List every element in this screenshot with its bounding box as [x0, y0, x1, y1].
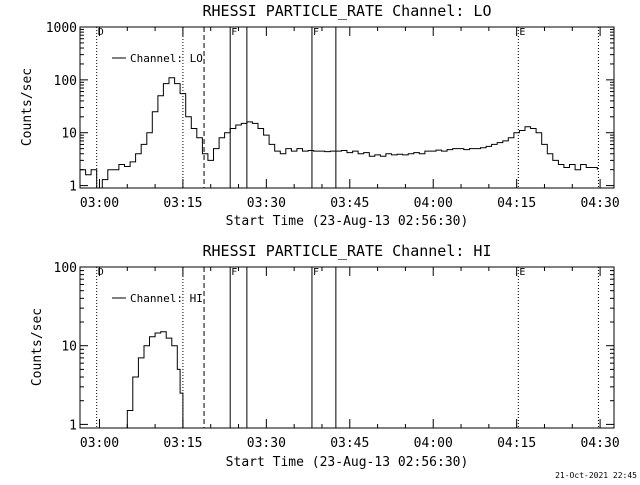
- event-marker-label: F: [313, 267, 319, 278]
- x-tick-label: 04:00: [414, 436, 453, 451]
- y-tick-label: 1: [69, 180, 77, 195]
- x-tick-label: 04:15: [497, 436, 536, 451]
- event-marker-label: F: [231, 27, 237, 38]
- y-tick-label: 1: [69, 418, 77, 433]
- event-marker-label: F: [231, 267, 237, 278]
- event-marker-label: D: [98, 267, 104, 278]
- series-line: [80, 77, 598, 189]
- event-marker-label: E: [519, 267, 525, 278]
- y-tick-label: 10: [61, 340, 77, 355]
- x-axis-label: Start Time (23-Aug-13 02:56:30): [226, 214, 469, 229]
- chart-title: RHESSI PARTICLE_RATE Channel: LO: [203, 2, 492, 20]
- y-tick-label: 10: [61, 127, 77, 142]
- x-tick-label: 03:45: [330, 196, 369, 211]
- x-tick-label: 03:15: [163, 436, 202, 451]
- event-marker-label: F: [313, 27, 319, 38]
- x-tick-label: 03:30: [247, 196, 286, 211]
- legend-entry: Channel: HI: [130, 292, 203, 305]
- x-tick-label: 04:30: [581, 436, 620, 451]
- x-tick-label: 03:00: [80, 196, 119, 211]
- legend-entry: Channel: LO: [130, 52, 203, 65]
- plot-frame: [79, 266, 615, 429]
- x-tick-label: 04:30: [581, 196, 620, 211]
- x-tick-label: 04:00: [414, 196, 453, 211]
- chart-title: RHESSI PARTICLE_RATE Channel: HI: [203, 242, 492, 260]
- x-axis-label: Start Time (23-Aug-13 02:56:30): [226, 455, 469, 470]
- x-tick-label: 04:15: [497, 196, 536, 211]
- x-tick-label: 03:45: [330, 436, 369, 451]
- x-tick-label: 03:15: [163, 196, 202, 211]
- x-tick-label: 03:00: [80, 436, 119, 451]
- x-tick-label: 03:30: [247, 436, 286, 451]
- y-tick-label: 100: [54, 74, 77, 89]
- chart-hi: RHESSI PARTICLE_RATE Channel: HI Counts/…: [30, 242, 620, 470]
- event-marker-label: D: [98, 27, 104, 38]
- y-tick-label: 100: [54, 261, 77, 276]
- series-line: [125, 331, 184, 429]
- y-axis-label: Counts/sec: [20, 68, 35, 146]
- y-axis-label: Counts/sec: [30, 308, 45, 386]
- event-marker-label: E: [519, 27, 525, 38]
- chart-lo: RHESSI PARTICLE_RATE Channel: LO Counts/…: [20, 2, 620, 229]
- timestamp: 21-Oct-2021 22:45: [555, 471, 637, 480]
- y-tick-label: 1000: [46, 21, 77, 36]
